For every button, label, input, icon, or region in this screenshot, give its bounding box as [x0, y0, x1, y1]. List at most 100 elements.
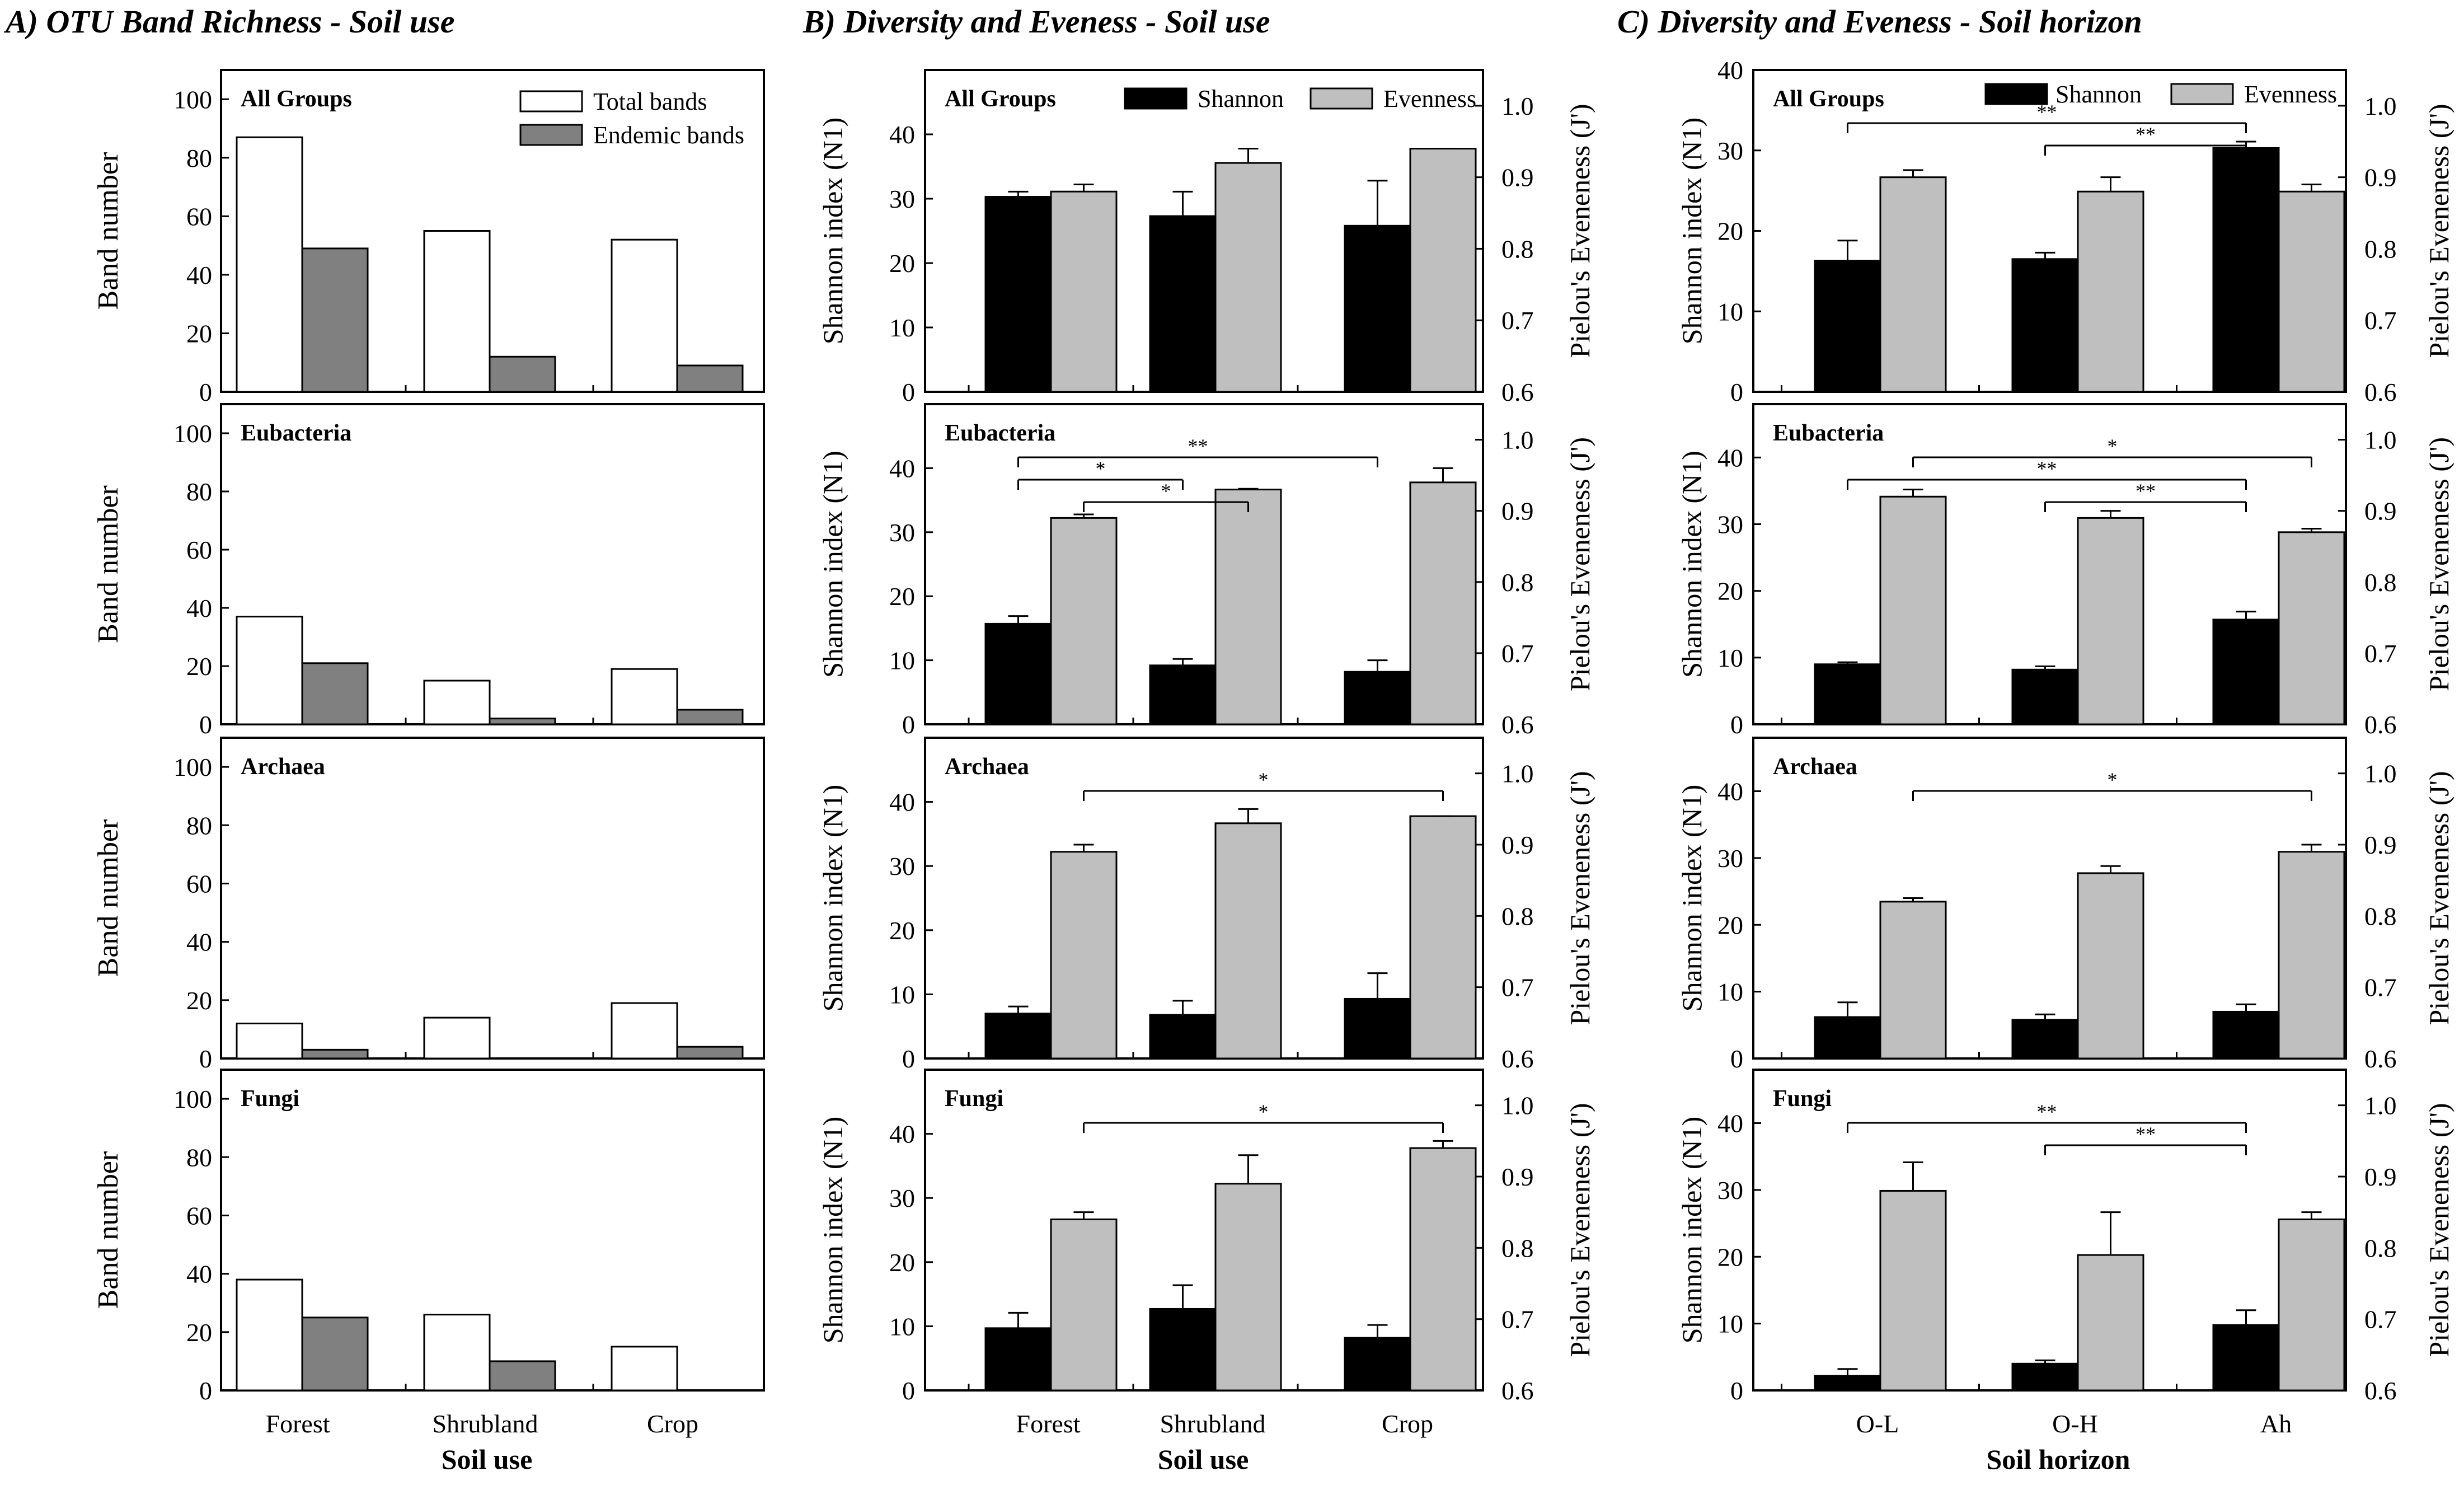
y-tick-label: 20 — [186, 652, 212, 681]
y-tick-label-left: 10 — [1717, 644, 1743, 672]
bar-endemic — [301, 1317, 369, 1392]
panel-label: Eubacteria — [241, 420, 351, 446]
bar-endemic — [301, 1048, 369, 1060]
bar-total — [611, 668, 678, 725]
bar-total — [611, 238, 678, 393]
bar-evenness — [1409, 481, 1477, 725]
sig-marker: ** — [1188, 435, 1208, 457]
y-tick-label: 20 — [186, 1318, 212, 1347]
panel-label: Fungi — [945, 1086, 1003, 1112]
y-tick-label-right: 1.0 — [2364, 760, 2397, 788]
legend-label: Shannon — [2055, 81, 2142, 108]
y-tick-label-left: 0 — [902, 378, 915, 406]
sig-marker: ** — [2037, 457, 2057, 480]
sig-marker: * — [2108, 435, 2118, 457]
bar-endemic — [301, 662, 369, 725]
bar-endemic — [676, 364, 744, 393]
bar-total — [423, 1314, 491, 1392]
bar-shannon — [2212, 1010, 2280, 1060]
bar-evenness — [2077, 1254, 2144, 1392]
y-tick-label-right: 1.0 — [1501, 760, 1534, 788]
y-tick-label: 20 — [186, 319, 212, 348]
y-tick-label-left: 0 — [1730, 1376, 1743, 1405]
bar-total — [611, 1002, 678, 1060]
y-tick-label-right: 1.0 — [1501, 426, 1534, 455]
chart-c-panel-3: 0 10 20 30 40 0.6 0.7 0.8 0.9 1.0 * Archaea Shannon … — [1676, 737, 2454, 1073]
legend-label: Shannon — [1198, 85, 1284, 113]
y-tick-label-left: 30 — [889, 518, 915, 547]
y-tick-label-right: 0.6 — [1501, 710, 1534, 739]
bar-total — [423, 1016, 491, 1060]
y-tick-label-left: 30 — [1717, 1176, 1743, 1205]
bar-evenness — [2278, 1218, 2345, 1392]
x-tick-label: Shrubland — [1160, 1409, 1265, 1438]
y-tick-label: 40 — [186, 594, 212, 622]
plot-frame — [220, 737, 765, 1060]
legend-swatch-endemic — [519, 124, 583, 146]
bar-shannon — [2011, 1019, 2079, 1060]
y-tick-label-right: 0.9 — [1501, 1163, 1534, 1191]
y-axis-label-right: Pielou's Eveneness (J') — [1564, 1103, 1595, 1357]
y-tick-label-right: 0.8 — [2364, 902, 2397, 930]
legend-label: Endemic bands — [593, 121, 744, 149]
chart-a-panel-1: 0 20 40 60 80 100 All Groups Band number Total b… — [92, 69, 765, 406]
bar-evenness — [1050, 517, 1118, 725]
y-tick-label: 40 — [186, 1260, 212, 1289]
bar-total — [423, 680, 491, 725]
y-tick-label-right: 0.9 — [1501, 163, 1534, 192]
y-tick-label-left: 0 — [1730, 1044, 1743, 1073]
y-tick-label: 20 — [186, 986, 212, 1015]
bar-total — [236, 1022, 303, 1060]
bar-evenness — [2077, 872, 2144, 1060]
bar-total — [423, 230, 491, 393]
y-tick-label: 100 — [173, 753, 212, 781]
x-tick-label: Ah — [2260, 1409, 2292, 1438]
panel-label: Archaea — [1773, 754, 1857, 780]
sig-marker: * — [1259, 1100, 1269, 1123]
panel-label: Eubacteria — [945, 420, 1055, 446]
y-tick-label-right: 0.6 — [1501, 1044, 1534, 1073]
y-tick-label-left: 20 — [889, 249, 915, 278]
y-tick-label-right: 0.6 — [2364, 1376, 2397, 1405]
y-axis-label-right: Pielou's Eveneness (J') — [1564, 437, 1595, 691]
y-tick-label-right: 0.8 — [1501, 235, 1534, 263]
bar-evenness — [1409, 148, 1477, 393]
y-tick-label-right: 1.0 — [2364, 1092, 2397, 1120]
bar-evenness — [1409, 815, 1477, 1060]
y-tick-label-right: 0.7 — [2364, 973, 2397, 1002]
panel-label: Archaea — [945, 754, 1029, 780]
y-tick-label: 60 — [186, 202, 212, 231]
bar-evenness — [1879, 901, 1947, 1060]
bar-evenness — [1050, 851, 1118, 1060]
y-tick-label: 60 — [186, 869, 212, 898]
panel-label: Eubacteria — [1773, 420, 1884, 446]
bar-shannon — [984, 622, 1052, 725]
bar-evenness — [1214, 1183, 1282, 1392]
y-tick-label-left: 10 — [889, 313, 915, 342]
bar-evenness — [2278, 531, 2345, 725]
legend-swatch-evenness — [1310, 87, 1373, 110]
panel-label: Fungi — [241, 1086, 299, 1112]
y-tick-label-right: 1.0 — [2364, 92, 2397, 120]
legend-swatch-shannon — [1124, 87, 1188, 110]
legend-swatch-evenness — [2170, 83, 2234, 105]
sig-marker: ** — [2136, 123, 2156, 146]
y-tick-label-left: 10 — [889, 980, 915, 1009]
y-tick-label-left: 30 — [1717, 510, 1743, 539]
panel-label: All Groups — [945, 86, 1056, 112]
y-tick-label-left: 40 — [1717, 56, 1743, 85]
y-tick-label-right: 0.7 — [2364, 1305, 2397, 1334]
y-tick-label: 0 — [199, 710, 212, 739]
sig-marker: ** — [2037, 1100, 2057, 1123]
chart-b-panel-3: 0 10 20 30 40 0.6 0.7 0.8 0.9 1.0 * Archaea Shannon … — [817, 737, 1595, 1073]
sig-marker: ** — [2136, 480, 2156, 502]
bar-shannon — [2011, 1362, 2079, 1392]
y-tick-label-left: 30 — [889, 1184, 915, 1212]
bar-evenness — [2077, 190, 2144, 393]
y-tick-label-right: 0.7 — [1501, 639, 1534, 668]
bar-evenness — [1214, 162, 1282, 393]
plot-frame — [1752, 737, 2347, 1060]
y-tick-label: 100 — [173, 419, 212, 448]
y-tick-label-right: 0.8 — [2364, 568, 2397, 597]
legend-swatch-shannon — [1984, 83, 2048, 105]
